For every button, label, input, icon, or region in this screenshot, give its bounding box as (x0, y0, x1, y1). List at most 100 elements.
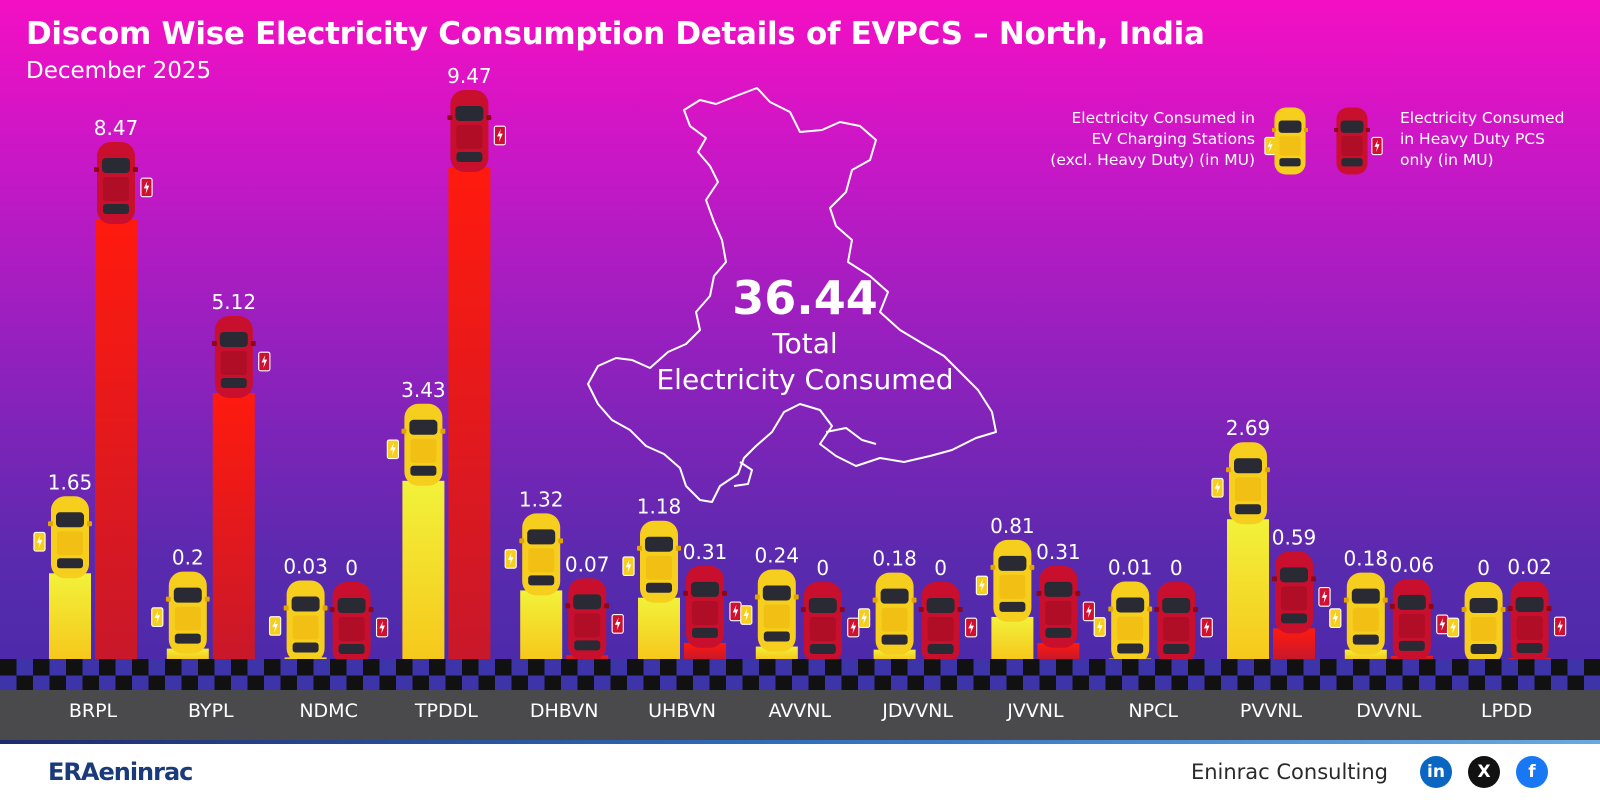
checker-square (66, 659, 83, 676)
bar-ev-uhbvn (638, 597, 680, 659)
linkedin-icon[interactable]: in (1420, 756, 1452, 788)
checker-square (1056, 659, 1073, 676)
charger-plug-icon (1200, 617, 1213, 638)
charger-plug-icon (857, 608, 871, 629)
checker-square (627, 659, 644, 676)
checker-square (1270, 659, 1287, 676)
checker-square (1336, 675, 1353, 690)
checker-square (247, 675, 264, 690)
checker-square (1072, 659, 1089, 676)
checker-square (726, 659, 743, 676)
x-tick-label: NPCL (1128, 700, 1178, 722)
facebook-icon[interactable]: f (1516, 756, 1548, 788)
checker-square (1072, 675, 1089, 690)
checker-square (1435, 659, 1452, 676)
checker-square (264, 675, 281, 690)
x-tick-label: UHBVN (648, 700, 716, 722)
checker-square (1089, 659, 1106, 676)
checker-square (363, 675, 380, 690)
value-label-hd-lpdd: 0.02 (1507, 555, 1552, 579)
checker-square (280, 675, 297, 690)
value-label-ev-bypl: 0.2 (172, 546, 204, 570)
red-car-icon (1154, 582, 1199, 664)
total-label: Total Electricity Consumed (656, 327, 954, 396)
x-icon[interactable]: X (1468, 756, 1500, 788)
checker-square (874, 675, 891, 690)
checker-square (891, 659, 908, 676)
checker-square (346, 675, 363, 690)
x-axis-band (0, 690, 1600, 740)
checker-square (924, 675, 941, 690)
charger-plug-icon (1318, 586, 1331, 607)
checker-square (297, 659, 314, 676)
x-tick-label: BRPL (68, 700, 118, 722)
checker-square (1402, 675, 1419, 690)
checker-square (643, 659, 660, 676)
charger-plug-icon (611, 614, 624, 634)
checker-square (165, 675, 182, 690)
checker-square (1237, 675, 1254, 690)
checker-square (49, 675, 66, 690)
x-tick-label: TPDDL (414, 700, 478, 722)
checker-square (214, 675, 231, 690)
red-car-icon (918, 582, 963, 664)
north-india-map-outline (587, 87, 997, 503)
checker-square (115, 659, 132, 676)
checker-square (1501, 675, 1518, 690)
checker-square (907, 675, 924, 690)
charger-plug-icon (847, 617, 860, 638)
bar-ev-pvvnl (1227, 519, 1269, 659)
checker-square (214, 659, 231, 676)
checker-square (759, 675, 776, 690)
value-label-ev-dhbvn: 1.32 (519, 487, 564, 511)
checker-square (478, 659, 495, 676)
checker-square (1089, 675, 1106, 690)
checker-square (115, 675, 132, 690)
checker-square (577, 659, 594, 676)
checker-square (561, 675, 578, 690)
checker-square (990, 659, 1007, 676)
value-label-ev-npcl: 0.01 (1108, 555, 1153, 579)
footer: ERAeninrac Eninrac Consulting in X f (0, 744, 1600, 800)
red-car-icon (94, 141, 138, 224)
yellow-car-icon (637, 520, 681, 603)
checker-square (132, 659, 149, 676)
checker-square (330, 675, 347, 690)
checker-square (858, 675, 875, 690)
checker-square (1204, 675, 1221, 690)
checker-square (1435, 675, 1452, 690)
checker-square (82, 659, 99, 676)
checker-square (973, 675, 990, 690)
axis-divider-stripe (0, 740, 1600, 744)
total-callout: 36.44 Total Electricity Consumed (620, 270, 990, 398)
checker-square (1369, 675, 1386, 690)
legend-ev-label: Electricity Consumed in EV Charging Stat… (1050, 109, 1255, 169)
checker-square (379, 659, 396, 676)
charger-plug-icon (1553, 616, 1567, 637)
checker-square (16, 659, 33, 676)
checker-square (742, 659, 759, 676)
checker-square (231, 659, 248, 676)
checker-square (495, 675, 512, 690)
checker-square (693, 675, 710, 690)
value-labels-layer: 1.65 8.47 0.2 5.12 0.03 0 3.43 9.47 1.32 0.07 1.18… (48, 64, 1552, 580)
charger-plug-icon (975, 575, 989, 596)
value-label-ev-brpl: 1.65 (48, 470, 93, 494)
checker-square (66, 675, 83, 690)
checker-square (676, 675, 693, 690)
legend-hd-label: Electricity Consumed in Heavy Duty PCS o… (1400, 109, 1565, 169)
checker-square (462, 675, 479, 690)
checker-square (49, 659, 66, 676)
checker-square (1567, 675, 1584, 690)
legend-red-car-icon (1334, 107, 1383, 175)
checker-square (429, 675, 446, 690)
checker-square (1237, 659, 1254, 676)
bar-hd-jvvnl (1037, 642, 1080, 659)
checker-square (1353, 675, 1370, 690)
checker-square (247, 659, 264, 676)
checker-square (1386, 659, 1403, 676)
checker-square (396, 675, 413, 690)
bar-hd-tpddl (448, 167, 491, 659)
value-label-ev-jdvvnl: 0.18 (872, 547, 917, 571)
